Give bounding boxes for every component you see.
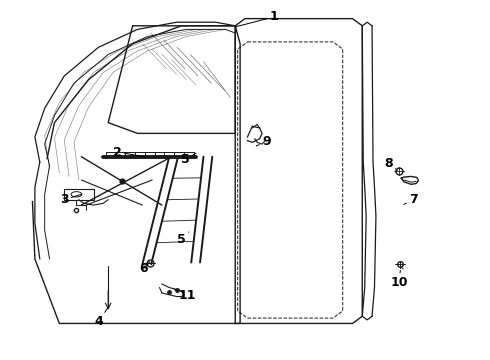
Text: 1: 1 <box>235 10 279 27</box>
Text: 8: 8 <box>384 157 397 170</box>
Text: 5: 5 <box>181 153 196 166</box>
Text: 4: 4 <box>94 307 108 328</box>
Text: 7: 7 <box>404 193 418 206</box>
Text: 5: 5 <box>177 232 189 246</box>
Text: 10: 10 <box>390 270 408 289</box>
Text: 6: 6 <box>139 262 150 275</box>
Text: 2: 2 <box>113 145 145 158</box>
Text: 9: 9 <box>256 135 271 148</box>
Text: 3: 3 <box>60 193 81 206</box>
Text: 11: 11 <box>174 289 196 302</box>
